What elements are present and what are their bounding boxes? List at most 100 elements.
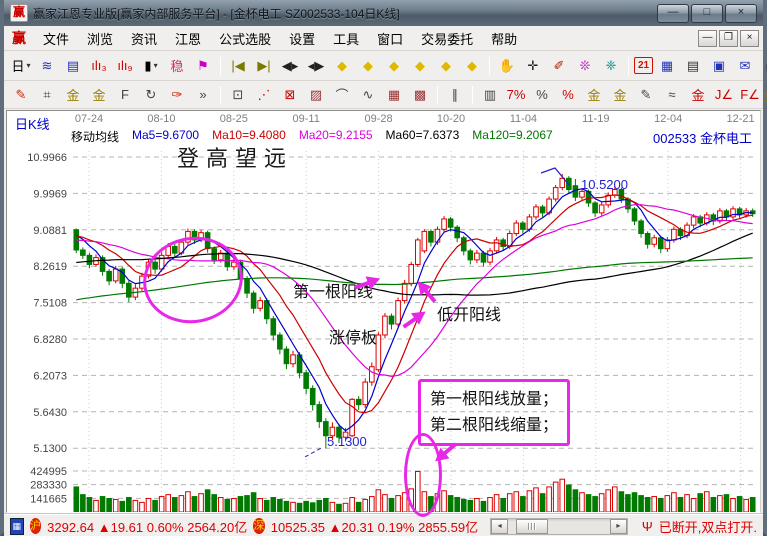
toolbar-separator (489, 56, 490, 75)
menu-trade[interactable]: 交易委托 (421, 31, 474, 47)
annotation-arrow-icon[interactable] (429, 438, 461, 468)
angle-gold-icon[interactable]: 金∠ (764, 84, 767, 106)
info-doc-icon[interactable]: ▤ (66, 57, 80, 73)
grid-box-icon[interactable]: ▨ (309, 86, 323, 102)
annotation-high-price-label[interactable]: 10.5200 (581, 177, 628, 192)
printer-icon[interactable]: ⎙ (759, 55, 767, 77)
draw-pen-icon[interactable]: ✎ (15, 86, 27, 102)
period-day-button[interactable]: 日 ▾ (11, 59, 31, 74)
menu-settings[interactable]: 设置 (289, 31, 316, 47)
mdi-minimize-button[interactable]: — (698, 29, 717, 47)
minimize-button[interactable]: — (657, 3, 689, 23)
annotation-limit-up-label[interactable]: 涨停板 (329, 330, 378, 347)
more-tools-chevron[interactable]: » (199, 87, 207, 102)
grid-tool-icon[interactable]: ⌗ (43, 86, 51, 102)
diamond-left-icon[interactable]: ◆ (337, 57, 347, 73)
annotation-low-open-label[interactable]: 低开阳线 (437, 307, 502, 324)
brain-analysis-icon[interactable]: ❈ (605, 57, 617, 73)
mdi-close-button[interactable]: × (740, 29, 759, 47)
angle-F-icon[interactable]: F∠ (740, 86, 760, 102)
scrollbar-thumb[interactable] (516, 518, 549, 534)
gann-tool-icon[interactable]: 金 (66, 88, 80, 103)
menu-news[interactable]: 资讯 (131, 31, 158, 47)
arc-tool-icon[interactable]: ⌒ (335, 88, 349, 103)
annotation-arrow-icon[interactable] (352, 271, 384, 296)
annotation-chart-title[interactable]: 登高望远 (177, 146, 294, 171)
date-tick-label: 08-10 (147, 113, 175, 125)
winner-panel-icon[interactable]: ≋ (41, 57, 53, 73)
fib-tool-icon[interactable]: F (121, 87, 129, 102)
last-page-icon[interactable]: ▶| (257, 57, 271, 73)
diamond-expand-icon[interactable]: ◆ (389, 57, 399, 73)
maximize-button[interactable]: □ (691, 3, 723, 23)
percent-icon[interactable]: % (536, 87, 548, 102)
diamond-right-icon[interactable]: ◆ (363, 57, 373, 73)
page-right-icon[interactable]: ◂▶ (307, 57, 325, 73)
calendar-icon[interactable]: 21 (634, 57, 653, 74)
menu-tools[interactable]: 工具 (333, 31, 360, 47)
pen-magnifier-icon[interactable]: ✐ (553, 57, 565, 73)
scroll-right-icon[interactable]: ▸ (609, 518, 627, 534)
fan-box-icon[interactable]: ⊠ (284, 86, 296, 102)
menu-formula-pick[interactable]: 公式选股 (219, 31, 272, 47)
candle-type-button[interactable]: ▮ ▾ (144, 57, 158, 73)
annotation-arrow-icon[interactable] (411, 275, 441, 307)
fan-line-icon[interactable]: ⋰ (257, 86, 271, 102)
mdi-restore-button[interactable]: ❐ (719, 29, 738, 47)
status-bar: ▦ 沪 3292.64 ▲19.61 0.60% 2564.20亿 深 1052… (4, 514, 763, 536)
wave-candle-icon[interactable]: ≈ (668, 87, 676, 102)
first-page-icon[interactable]: |◀ (231, 57, 245, 73)
percent-line-icon[interactable]: % (562, 87, 574, 102)
menu-file[interactable]: 文件 (43, 31, 70, 47)
connection-status[interactable]: 已断开,双点打开. (658, 519, 758, 535)
toolbar-separator (220, 56, 221, 75)
diamond-shrink-icon[interactable]: ◆ (415, 57, 425, 73)
save-icon[interactable]: ▣ (712, 57, 726, 73)
notepad-icon[interactable]: ▤ (686, 57, 700, 73)
angle-J-icon[interactable]: J∠ (714, 86, 734, 102)
page-left-icon[interactable]: ◀▸ (281, 57, 299, 73)
annotation-first-yang-label[interactable]: 第一根阳线 (293, 284, 374, 301)
horizontal-scrollbar[interactable]: ◂ ▸ (490, 517, 628, 535)
gann-circle-icon[interactable]: 金 (587, 88, 601, 103)
magic-tools-icon[interactable]: ❊ (579, 57, 591, 73)
gann-line-icon[interactable]: 金 (691, 88, 705, 103)
gann-underline-icon[interactable]: 金 (613, 88, 627, 103)
menu-window[interactable]: 窗口 (377, 31, 404, 47)
kline-chart-canvas[interactable]: 07-24 08-10 08-25 09-11 09-28 10-20 11-04 11-19… (7, 111, 760, 513)
mail-transfer-icon[interactable]: ✉ (739, 57, 751, 73)
calculator-icon[interactable]: ▦ (660, 57, 674, 73)
signal-flag-icon[interactable]: ⚑ (197, 57, 209, 73)
hand-tool-icon[interactable]: ✋ (498, 57, 516, 73)
diamond-updown-icon[interactable]: ◆ (441, 57, 451, 73)
menu-gann[interactable]: 江恩 (175, 31, 202, 47)
gann-tool2-icon[interactable]: 金 (92, 88, 106, 103)
small-bars-3-icon[interactable]: ılı₃ (91, 58, 107, 73)
shanghai-badge-icon: 沪 (29, 518, 42, 534)
stat-bars-icon[interactable]: ▥ (483, 86, 497, 102)
crosshair-icon[interactable]: ✛ (527, 57, 539, 73)
time-grid-icon[interactable]: ▩ (413, 86, 427, 102)
spiral-tool-icon[interactable]: ↻ (145, 86, 157, 102)
price-grid-icon[interactable]: ▦ (387, 86, 401, 102)
annotate-pen-icon[interactable]: ✑ (171, 86, 183, 102)
scroll-left-icon[interactable]: ◂ (491, 518, 509, 534)
parallel-lines-icon[interactable]: ∥ (451, 86, 459, 102)
candle-pen-icon[interactable]: ✎ (640, 86, 652, 102)
date-tick-label: 07-24 (75, 113, 103, 125)
percent-retrace-icon[interactable]: 7% (506, 87, 526, 102)
annotation-ellipse-volume[interactable] (404, 433, 442, 517)
annotation-arrow-icon[interactable] (399, 304, 431, 333)
kline-pattern-icon[interactable]: 稳 (170, 59, 184, 74)
ma120-line (76, 257, 753, 301)
close-button[interactable]: × (725, 3, 757, 23)
annotation-note-box[interactable]: 第一根阳线放量； 第二根阳线缩量； (418, 379, 571, 447)
diamond-4way-icon[interactable]: ◆ (467, 57, 477, 73)
rect-tool-icon[interactable]: ⊡ (232, 86, 244, 102)
menu-help[interactable]: 帮助 (491, 31, 518, 47)
price-tick-label: 5.6430 (33, 407, 67, 419)
annotation-low-price-label[interactable]: 5.1300 (327, 434, 367, 449)
wave-tool-icon[interactable]: ∿ (362, 86, 374, 102)
menu-browse[interactable]: 浏览 (87, 31, 114, 47)
small-bars-9-icon[interactable]: ılı₉ (117, 58, 133, 73)
